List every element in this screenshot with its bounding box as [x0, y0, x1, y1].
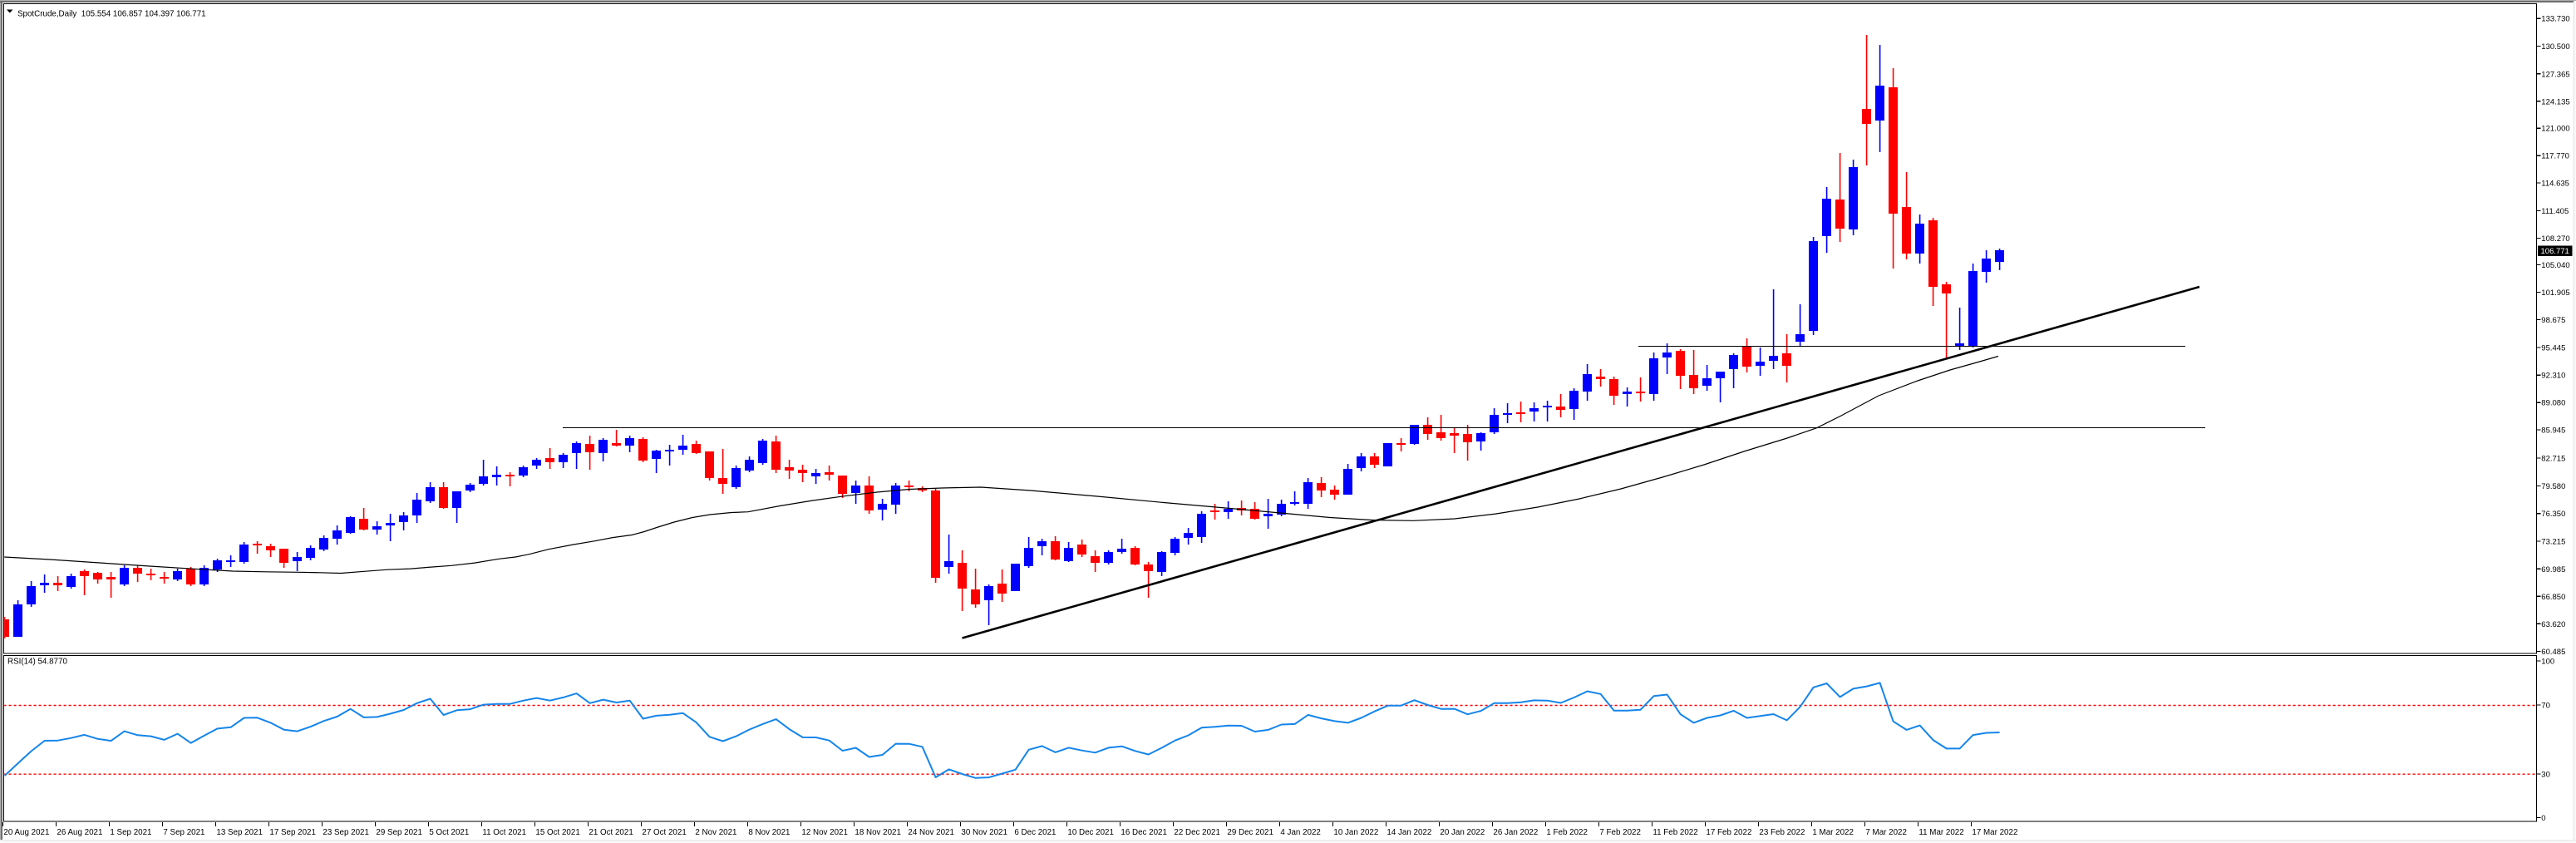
- svg-text:1 Feb 2022: 1 Feb 2022: [1546, 828, 1588, 837]
- svg-text:1 Mar 2022: 1 Mar 2022: [1812, 828, 1854, 837]
- svg-text:106.771: 106.771: [2541, 247, 2569, 256]
- svg-text:SpotCrude,Daily 105.554 106.8: SpotCrude,Daily 105.554 106.857 104.397 …: [17, 10, 206, 19]
- svg-text:26 Jan 2022: 26 Jan 2022: [1493, 828, 1538, 837]
- svg-text:70: 70: [2541, 702, 2550, 711]
- svg-text:124.135: 124.135: [2541, 97, 2569, 106]
- svg-text:5 Oct 2021: 5 Oct 2021: [429, 828, 469, 837]
- svg-text:4 Jan 2022: 4 Jan 2022: [1280, 828, 1320, 837]
- svg-text:79.580: 79.580: [2541, 482, 2565, 491]
- svg-text:76.350: 76.350: [2541, 510, 2565, 519]
- svg-text:114.635: 114.635: [2541, 179, 2569, 188]
- svg-text:60.485: 60.485: [2541, 648, 2565, 657]
- svg-text:10 Dec 2021: 10 Dec 2021: [1067, 828, 1114, 837]
- svg-text:85.945: 85.945: [2541, 426, 2565, 435]
- svg-text:30: 30: [2541, 771, 2550, 780]
- svg-text:82.715: 82.715: [2541, 455, 2565, 464]
- svg-text:69.985: 69.985: [2541, 565, 2565, 574]
- svg-text:29 Sep 2021: 29 Sep 2021: [376, 828, 422, 837]
- svg-text:133.730: 133.730: [2541, 15, 2569, 24]
- svg-text:7 Sep 2021: 7 Sep 2021: [163, 828, 204, 837]
- svg-text:111.405: 111.405: [2541, 207, 2569, 216]
- svg-text:7 Feb 2022: 7 Feb 2022: [1599, 828, 1641, 837]
- svg-text:66.850: 66.850: [2541, 593, 2565, 602]
- svg-text:17 Mar 2022: 17 Mar 2022: [1972, 828, 2017, 837]
- svg-text:16 Dec 2021: 16 Dec 2021: [1121, 828, 1167, 837]
- svg-text:95.445: 95.445: [2541, 343, 2565, 352]
- svg-text:8 Nov 2021: 8 Nov 2021: [748, 828, 790, 837]
- svg-text:2 Nov 2021: 2 Nov 2021: [695, 828, 736, 837]
- svg-text:29 Dec 2021: 29 Dec 2021: [1227, 828, 1273, 837]
- svg-text:23 Sep 2021: 23 Sep 2021: [323, 828, 369, 837]
- svg-text:89.080: 89.080: [2541, 399, 2565, 408]
- svg-text:17 Sep 2021: 17 Sep 2021: [269, 828, 316, 837]
- svg-text:24 Nov 2021: 24 Nov 2021: [908, 828, 954, 837]
- svg-text:11 Oct 2021: 11 Oct 2021: [482, 828, 526, 837]
- svg-text:130.500: 130.500: [2541, 42, 2569, 52]
- svg-text:18 Nov 2021: 18 Nov 2021: [855, 828, 901, 837]
- svg-text:22 Dec 2021: 22 Dec 2021: [1174, 828, 1220, 837]
- svg-text:6 Dec 2021: 6 Dec 2021: [1014, 828, 1056, 837]
- svg-text:20 Aug 2021: 20 Aug 2021: [3, 828, 49, 837]
- svg-text:23 Feb 2022: 23 Feb 2022: [1759, 828, 1805, 837]
- svg-text:100: 100: [2541, 658, 2554, 667]
- svg-text:10 Jan 2022: 10 Jan 2022: [1333, 828, 1378, 837]
- svg-text:13 Sep 2021: 13 Sep 2021: [216, 828, 263, 837]
- svg-text:121.000: 121.000: [2541, 125, 2569, 134]
- svg-text:127.365: 127.365: [2541, 70, 2569, 79]
- svg-text:20 Jan 2022: 20 Jan 2022: [1440, 828, 1485, 837]
- svg-text:105.040: 105.040: [2541, 261, 2569, 270]
- svg-text:30 Nov 2021: 30 Nov 2021: [961, 828, 1007, 837]
- svg-text:14 Jan 2022: 14 Jan 2022: [1387, 828, 1431, 837]
- svg-text:21 Oct 2021: 21 Oct 2021: [589, 828, 633, 837]
- svg-text:108.270: 108.270: [2541, 234, 2569, 244]
- svg-text:11 Feb 2022: 11 Feb 2022: [1652, 828, 1697, 837]
- svg-text:0: 0: [2541, 814, 2545, 823]
- svg-text:101.905: 101.905: [2541, 288, 2569, 298]
- svg-text:117.770: 117.770: [2541, 152, 2569, 161]
- svg-text:1 Sep 2021: 1 Sep 2021: [110, 828, 151, 837]
- svg-text:12 Nov 2021: 12 Nov 2021: [801, 828, 848, 837]
- svg-text:17 Feb 2022: 17 Feb 2022: [1706, 828, 1751, 837]
- svg-text:92.310: 92.310: [2541, 372, 2565, 381]
- svg-text:11 Mar 2022: 11 Mar 2022: [1918, 828, 1963, 837]
- svg-text:73.215: 73.215: [2541, 538, 2565, 547]
- svg-text:63.620: 63.620: [2541, 620, 2565, 629]
- svg-text:26 Aug 2021: 26 Aug 2021: [57, 828, 102, 837]
- svg-text:98.675: 98.675: [2541, 316, 2565, 325]
- svg-text:RSI(14) 54.8770: RSI(14) 54.8770: [7, 658, 67, 667]
- svg-text:15 Oct 2021: 15 Oct 2021: [535, 828, 579, 837]
- svg-text:27 Oct 2021: 27 Oct 2021: [642, 828, 686, 837]
- svg-text:7 Mar 2022: 7 Mar 2022: [1865, 828, 1907, 837]
